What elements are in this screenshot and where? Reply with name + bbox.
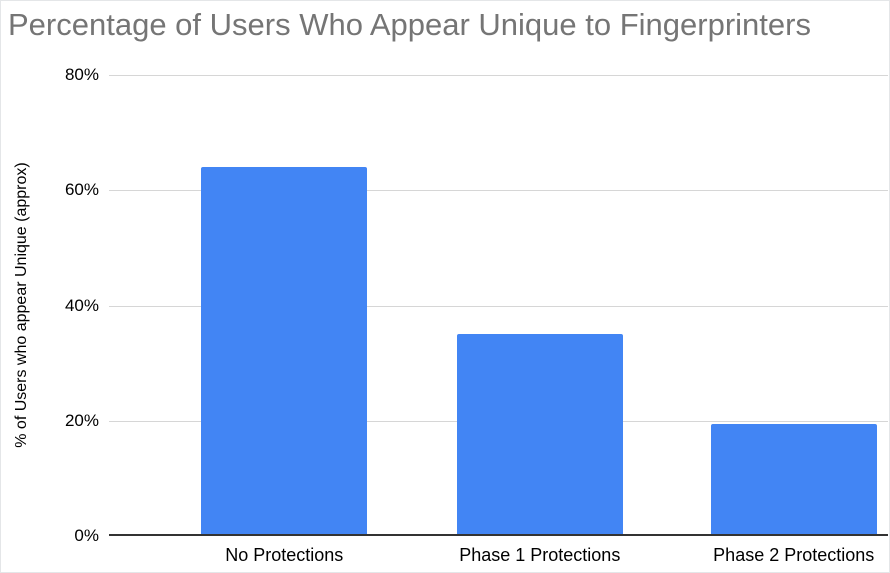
y-tick-label: 40% xyxy=(64,295,99,315)
gridline xyxy=(109,190,888,192)
bar-phase-1-protections xyxy=(456,334,623,536)
gridline xyxy=(109,75,888,76)
x-axis-line xyxy=(109,534,888,536)
x-axis-label: Phase 2 Protections xyxy=(713,545,875,565)
x-axis-label: No Protections xyxy=(225,545,344,565)
chart-title: Percentage of Users Who Appear Unique to… xyxy=(8,7,811,42)
bar-phase-2-protections xyxy=(710,423,877,536)
plot-area xyxy=(109,75,888,536)
y-tick-label: 0% xyxy=(74,526,99,545)
bar-no-protections xyxy=(201,167,368,536)
y-tick-label: 20% xyxy=(64,410,99,430)
gridline xyxy=(109,305,888,307)
y-tick-label: 60% xyxy=(64,180,99,200)
x-axis-label: Phase 1 Protections xyxy=(459,545,621,565)
y-tick-label: 80% xyxy=(64,65,99,84)
